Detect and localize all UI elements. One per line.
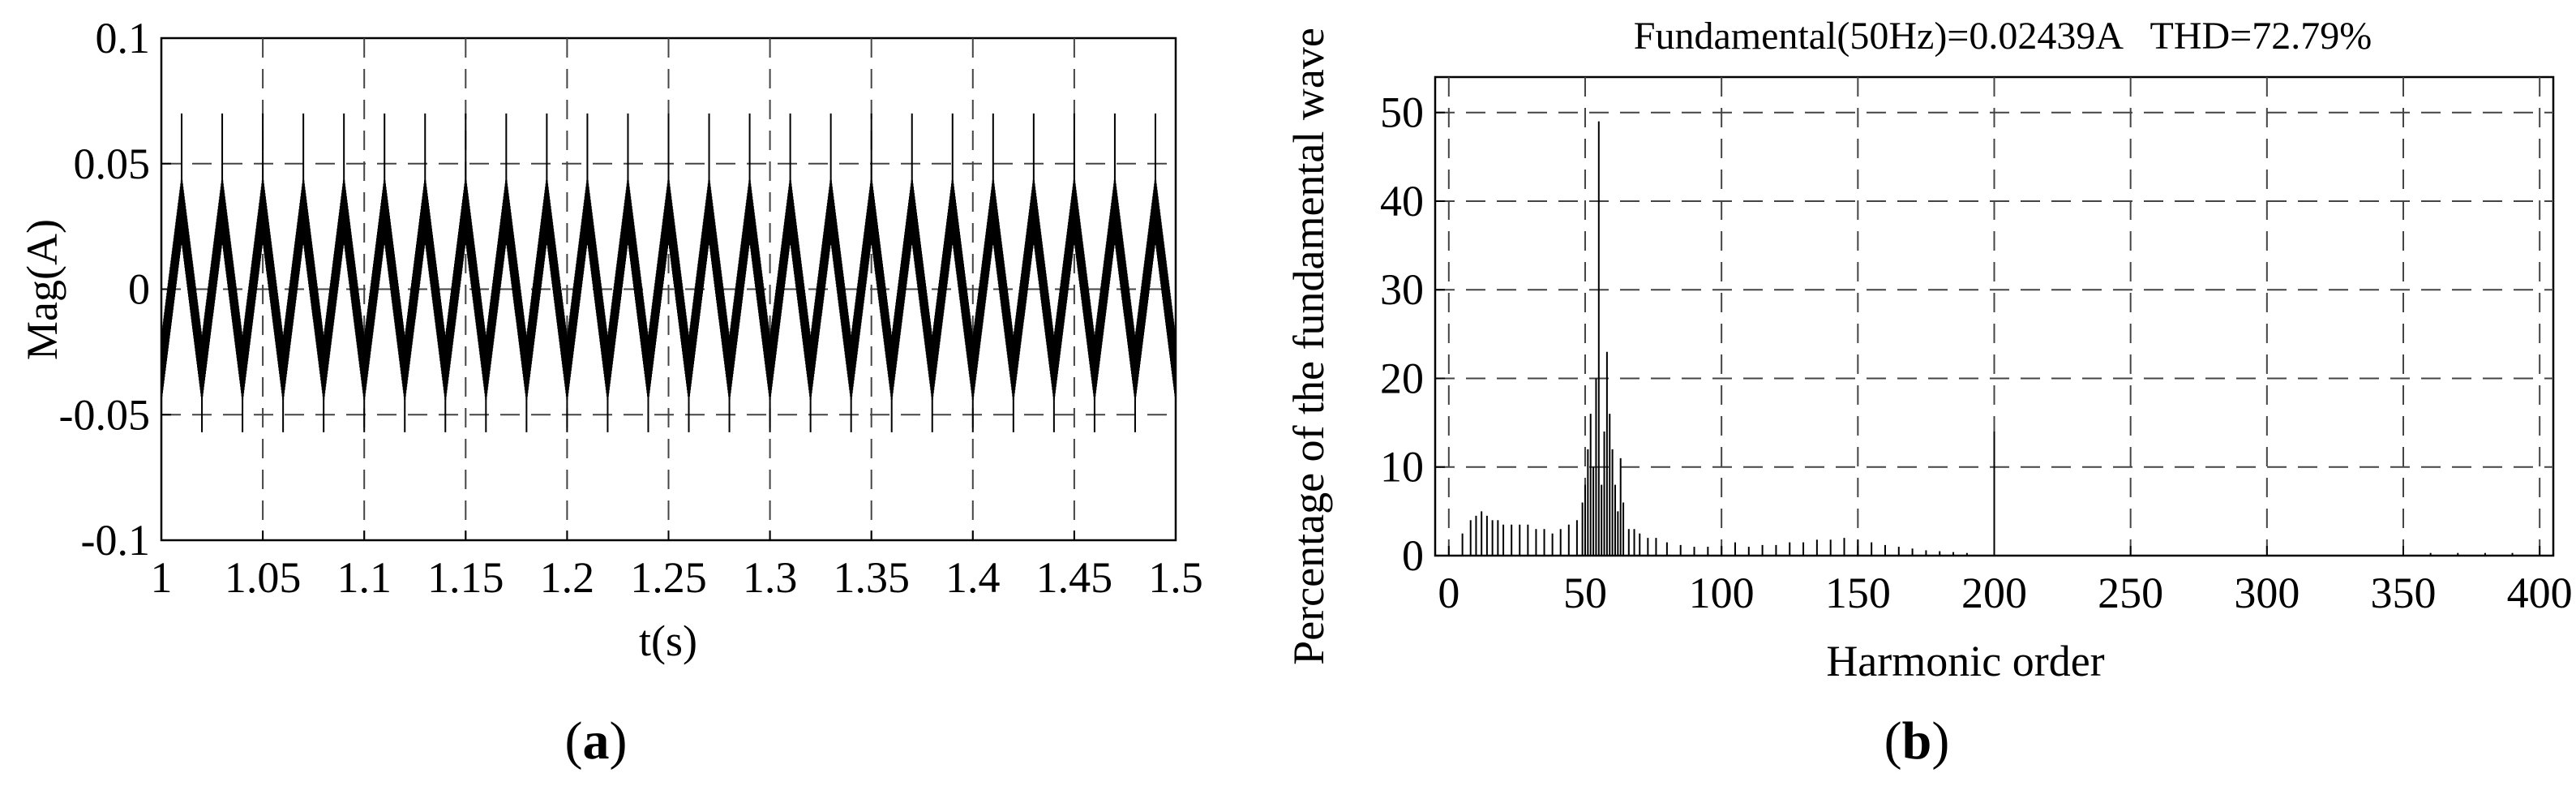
y-tick-label: 40	[1380, 177, 1424, 225]
x-tick-labels-b: 0 50 100 150 200 250 300 350 400	[1438, 569, 2572, 617]
x-tick-label: 400	[2507, 569, 2573, 617]
x-tick-label: 1.2	[540, 553, 595, 602]
y-tick-label: 10	[1380, 443, 1424, 492]
x-tick-label: 0	[1438, 569, 1459, 617]
x-tick-label: 1.4	[945, 553, 1001, 602]
y-tick-labels-b: 0 10 20 30 40 50	[1380, 88, 1424, 580]
panel-label-a: (a)	[565, 711, 628, 771]
panel-label-b: (b)	[1884, 711, 1950, 771]
chart-title-b: Fundamental(50Hz)=0.02439A THD=72.79%	[1634, 15, 2372, 58]
x-tick-label: 1.05	[225, 553, 302, 602]
y-tick-label: 0	[1402, 531, 1424, 580]
x-tick-label: 300	[2234, 569, 2300, 617]
y-tick-label: 30	[1380, 265, 1424, 314]
x-tick-label: 50	[1563, 569, 1607, 617]
x-tick-labels-a: 1 1.05 1.1 1.15 1.2 1.25 1.3 1.35 1.4 1.45 1.5	[151, 553, 1203, 602]
chart-b: 0 50 100 150 200 250 300 350 400 0 10 20 30 40 50 Fun…	[1284, 15, 2573, 771]
y-tick-labels-a: -0.1 -0.05 0 0.05 0.1	[59, 14, 150, 565]
x-tick-label: 1.25	[630, 553, 707, 602]
x-tick-label: 1.15	[427, 553, 504, 602]
x-axis-label-b: Harmonic order	[1826, 637, 2104, 685]
y-axis-label-a: Mag(A)	[18, 219, 66, 360]
y-tick-label: 0	[128, 265, 150, 314]
y-tick-label: -0.1	[81, 516, 150, 565]
y-tick-label: 0.05	[74, 140, 151, 188]
y-tick-label: 0.1	[96, 14, 151, 62]
harmonic-bars	[1461, 121, 2514, 556]
x-axis-label-a: t(s)	[639, 616, 697, 665]
chart-a: 1 1.05 1.1 1.15 1.2 1.25 1.3 1.35 1.4 1.45 1.5 -0.…	[18, 14, 1203, 771]
x-tick-label: 1	[151, 553, 173, 602]
x-tick-label: 100	[1689, 569, 1755, 617]
x-tick-label: 1.1	[336, 553, 392, 602]
y-axis-label-b: Percentage of the fundamental wave	[1284, 28, 1333, 665]
y-tick-label: -0.05	[59, 390, 150, 439]
x-tick-label: 250	[2098, 569, 2163, 617]
x-tick-label: 200	[1961, 569, 2027, 617]
y-tick-label: 50	[1380, 88, 1424, 137]
x-tick-label: 1.45	[1036, 553, 1113, 602]
y-tick-label: 20	[1380, 354, 1424, 402]
x-tick-label: 1.35	[833, 553, 910, 602]
x-tick-label: 1.3	[743, 553, 798, 602]
x-tick-label: 350	[2371, 569, 2437, 617]
x-tick-label: 1.5	[1148, 553, 1203, 602]
x-tick-label: 150	[1825, 569, 1891, 617]
